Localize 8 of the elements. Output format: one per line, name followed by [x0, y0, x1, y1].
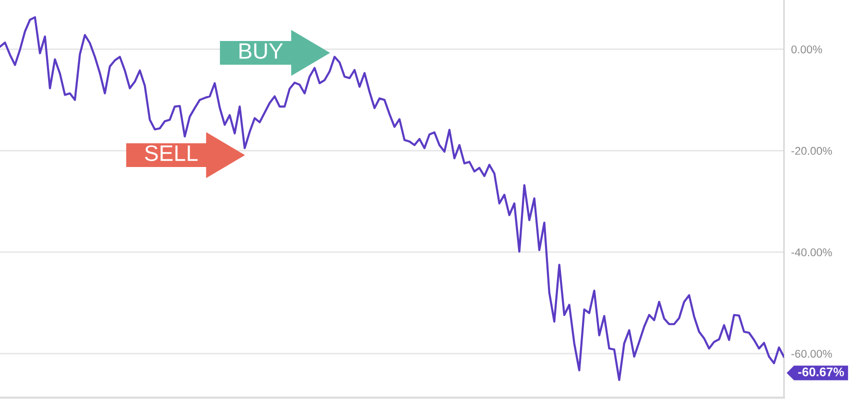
- data-label: -60.67%: [798, 367, 844, 376]
- y-tick-label: -40.00%: [791, 248, 832, 256]
- annotation: BUY: [240, 43, 283, 59]
- annotation: SELL: [144, 145, 198, 162]
- line-series: [0, 16, 784, 381]
- y-tick-label: -60.00%: [791, 350, 832, 358]
- y-tick-label: 0.00%: [791, 45, 822, 54]
- y-tick-label: -20.00%: [791, 146, 832, 155]
